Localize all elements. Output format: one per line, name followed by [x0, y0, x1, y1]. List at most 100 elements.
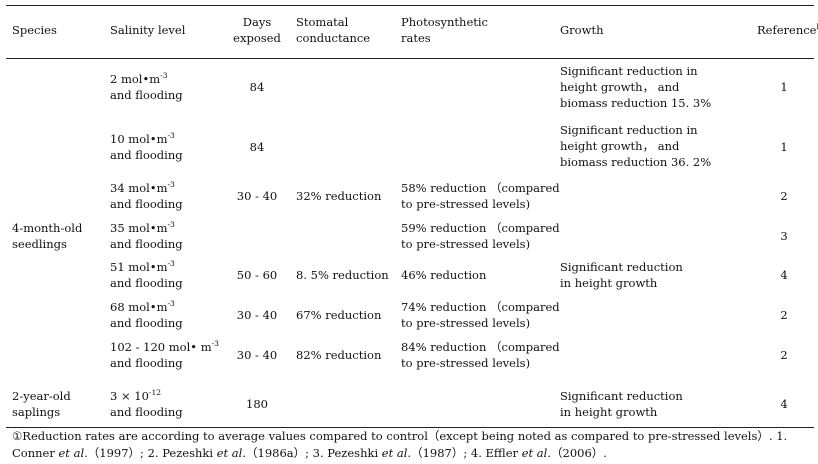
row3-days: 30 - 40: [236, 189, 278, 203]
row4-photosynthetic: 59% reduction （compared to pre-stressed …: [401, 220, 560, 252]
row4-photo-line2: to pre-stressed levels): [401, 237, 531, 251]
row5-reference: 4: [780, 268, 788, 282]
species-seedlings: 4-month-old seedlings: [12, 220, 82, 252]
row7-reference: 2: [780, 348, 788, 362]
row1-salinity: 2 mol•m-3 and flooding: [110, 71, 183, 103]
row8-growth-line2: in height growth: [560, 405, 658, 419]
row6-salinity: 68 mol•m-3 and flooding: [110, 299, 183, 331]
row6-reference: 2: [780, 308, 788, 322]
row3-salinity-exp: -3: [167, 180, 175, 189]
row6-days: 30 - 40: [236, 308, 278, 322]
header-stomatal: Stomatal conductance: [296, 14, 370, 46]
row3-salinity-value: 34 mol•m: [110, 181, 168, 195]
row6-stomatal: 67% reduction: [296, 308, 382, 322]
footnote-etal-2: et al: [216, 446, 243, 460]
species-saplings-line2: saplings: [12, 405, 61, 419]
row3-stomatal: 32% reduction: [296, 189, 382, 203]
footnote-dot-1: .: [84, 446, 88, 460]
footnote-part5: （1987）; 4. Effler: [411, 446, 522, 460]
row2-growth-line2: height growth， and: [560, 139, 680, 153]
row4-salinity-tail: and flooding: [110, 237, 183, 251]
footnote-part1: ①Reduction rates are according to averag…: [12, 429, 788, 460]
row4-salinity: 35 mol•m-3 and flooding: [110, 220, 183, 252]
header-salinity: Salinity level: [110, 23, 186, 37]
row3-photo-line2: to pre-stressed levels): [401, 197, 531, 211]
row8-growth: Significant reduction in height growth: [560, 388, 683, 420]
row2-days: 84: [249, 140, 265, 154]
species-seedlings-line2: seedlings: [12, 237, 67, 251]
row4-salinity-value: 35 mol•m: [110, 221, 168, 235]
header-days: Days exposed: [225, 14, 289, 46]
header-photo-line1: Photosynthetic: [401, 15, 488, 29]
header-photo-line2: rates: [401, 31, 431, 45]
row5-stomatal: 8. 5% reduction: [296, 268, 389, 282]
row2-reference: 1: [780, 140, 788, 154]
row5-salinity-exp: -3: [167, 259, 175, 268]
row1-days: 84: [249, 80, 265, 94]
footnote-part6: （2006）.: [551, 446, 607, 460]
row1-growth-line2: height growth， and: [560, 80, 680, 94]
row8-salinity: 3 × 10-12 and flooding: [110, 388, 183, 420]
row2-growth-line3: biomass reduction 36. 2%: [560, 155, 712, 169]
row7-photosynthetic: 84% reduction （compared to pre-stressed …: [401, 339, 560, 371]
header-days-line1: Days: [242, 15, 272, 29]
species-seedlings-line1: 4-month-old: [12, 221, 83, 235]
header-species: Species: [12, 23, 57, 37]
row5-salinity-tail: and flooding: [110, 276, 183, 290]
footnote-etal-1: et al: [58, 446, 85, 460]
row1-reference: 1: [780, 80, 788, 94]
row6-photo-line2: to pre-stressed levels): [401, 316, 531, 330]
row7-photo-line2: to pre-stressed levels): [401, 356, 531, 370]
row1-growth-line1: Significant reduction in: [560, 64, 698, 78]
row1-salinity-value: 2 mol•m: [110, 72, 161, 86]
top-rule: [6, 5, 814, 6]
row3-photosynthetic: 58% reduction （compared to pre-stressed …: [401, 180, 560, 212]
row6-salinity-tail: and flooding: [110, 316, 183, 330]
row8-salinity-exp: -12: [148, 388, 161, 397]
row5-growth-line2: in height growth: [560, 276, 658, 290]
header-growth: Growth: [560, 23, 604, 37]
row6-salinity-value: 68 mol•m: [110, 300, 168, 314]
footnote-part3: （1997）; 2. Pezeshki: [87, 446, 217, 460]
species-saplings-line1: 2-year-old: [12, 389, 71, 403]
row4-reference: 3: [780, 229, 788, 243]
header-rule: [6, 58, 814, 59]
row8-growth-line1: Significant reduction: [560, 389, 683, 403]
row2-salinity: 10 mol•m-3 and flooding: [110, 131, 183, 163]
table-footnote: ①Reduction rates are according to averag…: [12, 428, 812, 462]
row8-days: 180: [246, 397, 268, 411]
footnote-part4: （1986a）; 3. Pezeshki: [246, 446, 382, 460]
row4-photo-line1: 59% reduction （compared: [401, 221, 560, 235]
row3-salinity: 34 mol•m-3 and flooding: [110, 180, 183, 212]
row7-days: 30 - 40: [236, 348, 278, 362]
row5-days: 50 - 60: [236, 268, 278, 282]
row5-salinity-value: 51 mol•m: [110, 260, 168, 274]
footnote-dot-4: .: [547, 446, 551, 460]
header-stomatal-line2: conductance: [296, 31, 371, 45]
row2-growth-line1: Significant reduction in: [560, 123, 698, 137]
row3-reference: 2: [780, 189, 788, 203]
row3-photo-line1: 58% reduction （compared: [401, 181, 560, 195]
row6-photo-line1: 74% reduction （compared: [401, 300, 560, 314]
header-stomatal-line1: Stomatal: [296, 15, 349, 29]
row1-salinity-exp: -3: [160, 71, 168, 80]
footnote-dot-3: .: [407, 446, 412, 460]
header-days-line2: exposed: [233, 31, 281, 45]
row2-growth: Significant reduction in height growth， …: [560, 122, 711, 170]
header-photosynthetic: Photosynthetic rates: [401, 14, 488, 46]
row1-salinity-tail: and flooding: [110, 88, 183, 102]
row7-photo-line1: 84% reduction （compared: [401, 340, 560, 354]
row6-photosynthetic: 74% reduction （compared to pre-stressed …: [401, 299, 560, 331]
row5-salinity: 51 mol•m-3 and flooding: [110, 259, 183, 291]
header-reference: Referenceb: [757, 22, 818, 38]
row7-stomatal: 82% reduction: [296, 348, 382, 362]
row2-salinity-value: 10 mol•m: [110, 132, 168, 146]
row7-salinity: 102 - 120 mol• m-3 and flooding: [110, 339, 219, 371]
row4-salinity-exp: -3: [167, 220, 175, 229]
header-reference-text: Reference: [757, 23, 817, 37]
row1-growth: Significant reduction in height growth， …: [560, 63, 711, 111]
row8-salinity-value: 3 × 10: [110, 389, 149, 403]
row5-photosynthetic: 46% reduction: [401, 268, 487, 282]
footnote-etal-4: et al: [521, 446, 548, 460]
